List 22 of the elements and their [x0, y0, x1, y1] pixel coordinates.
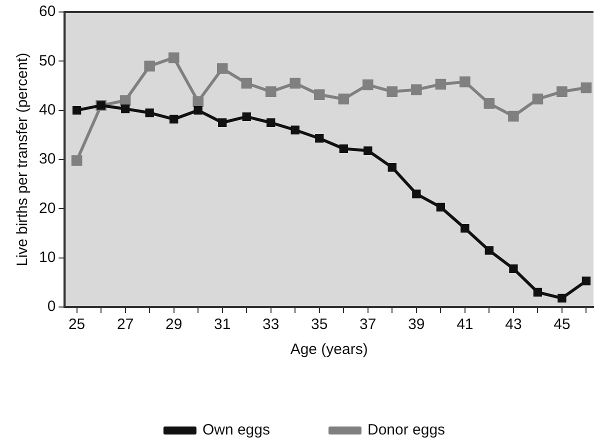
y-tick-label: 40: [38, 101, 56, 118]
x-tick-label: 43: [505, 316, 522, 334]
x-tick-label: 45: [554, 316, 570, 334]
x-tick-label: 25: [68, 316, 86, 334]
x-axis-title: Age (years): [290, 341, 368, 358]
y-tick-label: 60: [38, 3, 56, 20]
x-tick-label: 27: [116, 316, 134, 334]
legend-label: Own eggs: [202, 422, 270, 439]
y-tick-label: 50: [38, 52, 56, 70]
y-tick-label: 0: [47, 298, 56, 316]
x-tick-label: 39: [408, 316, 425, 334]
x-tick-label: 29: [166, 316, 182, 334]
x-tick-label: 35: [311, 316, 328, 334]
x-tick-label: 33: [262, 316, 280, 334]
y-tick-label: 30: [38, 150, 56, 168]
y-tick-label: 10: [38, 248, 56, 266]
y-tick-label: 20: [38, 200, 56, 217]
x-tick-label: 41: [456, 316, 474, 334]
legend-label: Donor eggs: [367, 422, 446, 439]
y-axis-title: Live births per transfer (percent): [14, 52, 32, 266]
x-tick-label: 31: [214, 316, 231, 334]
x-tick-label: 37: [360, 316, 376, 334]
